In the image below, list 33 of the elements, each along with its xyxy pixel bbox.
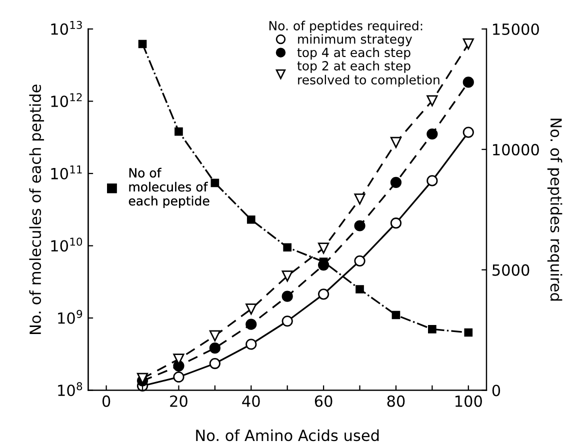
legend-label: minimum strategy: [298, 34, 412, 46]
y-tick-label: 10$^{8}$: [58, 382, 82, 396]
point: [246, 215, 256, 224]
legend-label: top 2 at each step resolved to completion: [297, 60, 440, 87]
y2-axis-title: No. of peptides required: [547, 118, 562, 301]
x-tick-label: 60: [314, 395, 332, 407]
x-tick-label: 0: [102, 395, 110, 407]
x-tick-label: 100: [455, 395, 482, 407]
y2-tick-label: 5000: [492, 264, 530, 276]
x-tick-label: 80: [387, 395, 405, 407]
y2-tick-label: 10000: [493, 144, 539, 156]
x-axis-title: No. of Amino Acids used: [196, 429, 379, 442]
x-tick-label: 40: [242, 395, 260, 407]
y-tick-label: 10$^{13}$: [51, 20, 82, 35]
y-tick-label: 10$^{9}$: [58, 310, 82, 324]
y-tick-label: 10$^{11}$: [51, 166, 82, 180]
y2-tick-label: 15000: [493, 23, 539, 36]
point: [138, 40, 147, 48]
legend-title: No. of peptides required:: [269, 20, 422, 33]
point: [428, 325, 436, 334]
point: [464, 328, 473, 337]
point: [356, 285, 364, 294]
point: [174, 127, 183, 136]
point: [392, 310, 400, 320]
y-axis-title: No. of molecules of each peptide: [29, 84, 44, 334]
y-tick-label: 10$^{12}$: [51, 93, 82, 108]
legend-label: top 4 at each step: [297, 47, 410, 60]
point: [210, 178, 220, 188]
point: [283, 243, 292, 252]
y2-tick-label: 0: [492, 384, 500, 396]
x-tick-label: 20: [170, 395, 188, 407]
y-tick-label: 10$^{10}$: [51, 238, 82, 252]
legend-label: No of molecules of each peptide: [128, 168, 210, 208]
